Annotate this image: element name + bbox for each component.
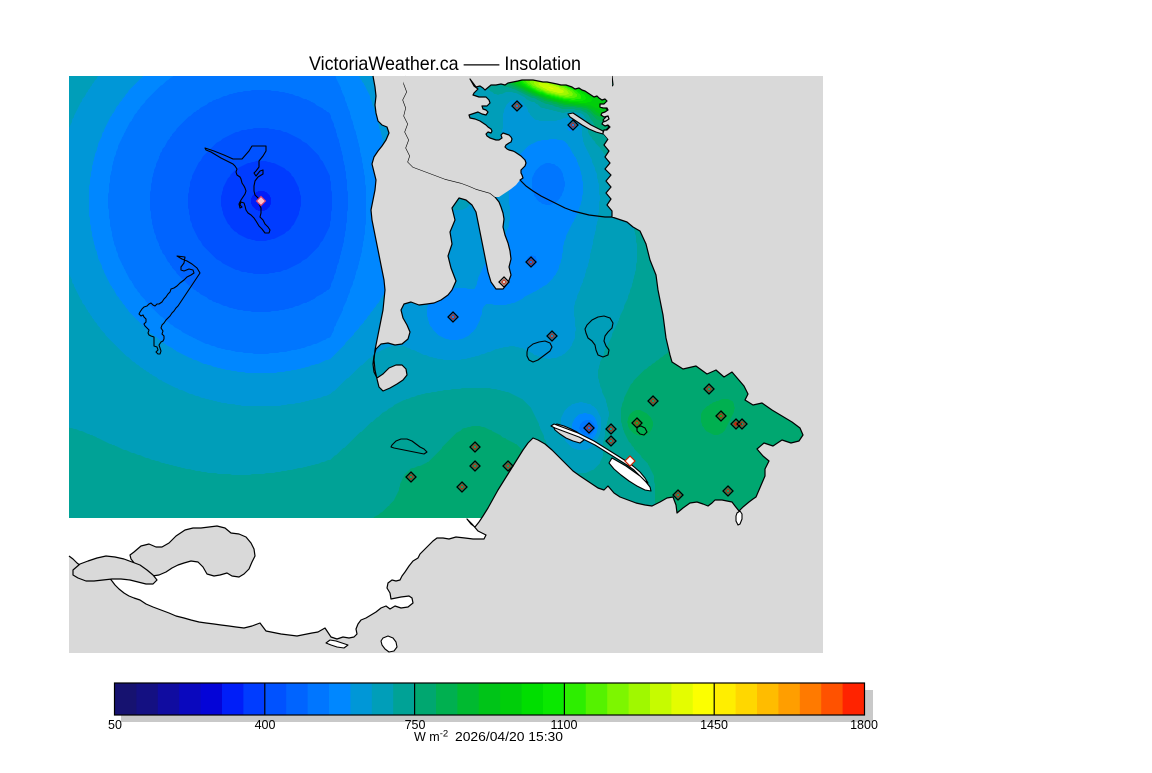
svg-text:VictoriaWeather.ca —— Insolati: VictoriaWeather.ca —— Insolation xyxy=(309,53,581,75)
svg-text:1450: 1450 xyxy=(700,718,728,732)
svg-text:50: 50 xyxy=(108,718,122,732)
svg-text:1100: 1100 xyxy=(551,718,578,732)
svg-text:400: 400 xyxy=(255,718,276,732)
svg-text:W m-2: W m-2 xyxy=(414,729,448,745)
svg-text:2026/04/20 15:30: 2026/04/20 15:30 xyxy=(455,730,563,744)
svg-text:750: 750 xyxy=(405,718,426,732)
svg-text:1800: 1800 xyxy=(850,718,878,732)
